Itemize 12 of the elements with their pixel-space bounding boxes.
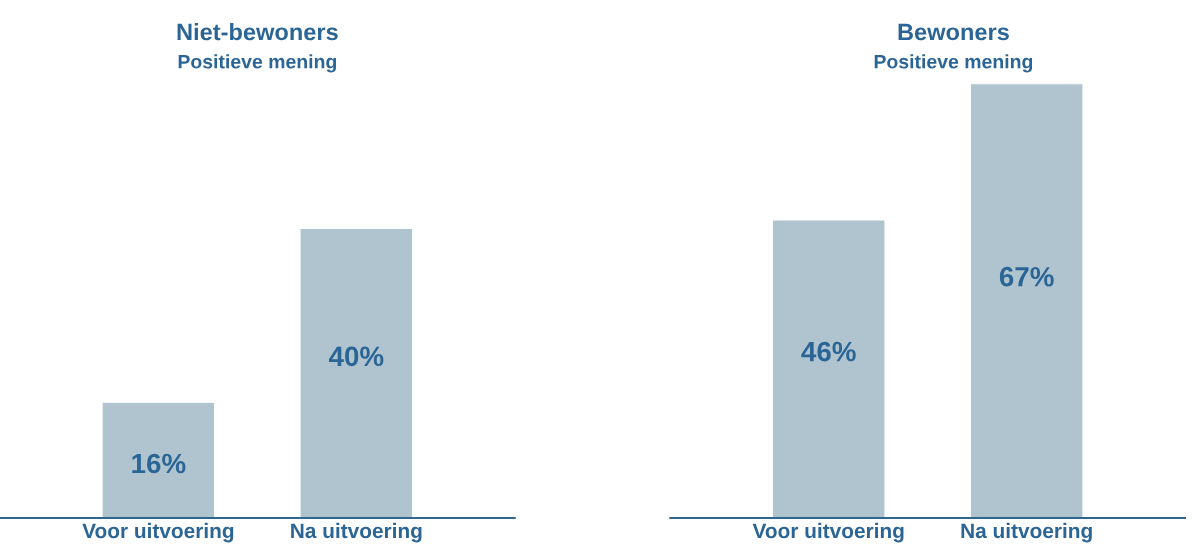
data-label: 16% — [132, 453, 186, 474]
chart-title: Bewoners — [898, 23, 1009, 41]
chart-title: Niet-bewoners — [177, 22, 338, 41]
x-tick-label: Na uitvoering — [961, 522, 1092, 543]
data-label: 40% — [328, 346, 384, 367]
x-tick-label: Voor uitvoering — [82, 522, 234, 543]
chart-subtitle: Positieve mening — [178, 54, 337, 73]
data-label: 46% — [801, 341, 856, 362]
x-tick-label: Na uitvoering — [291, 522, 422, 543]
chart-subtitle: Positieve mening — [874, 54, 1033, 73]
data-label: 67% — [999, 266, 1054, 287]
x-tick-label: Voor uitvoering — [752, 522, 904, 543]
